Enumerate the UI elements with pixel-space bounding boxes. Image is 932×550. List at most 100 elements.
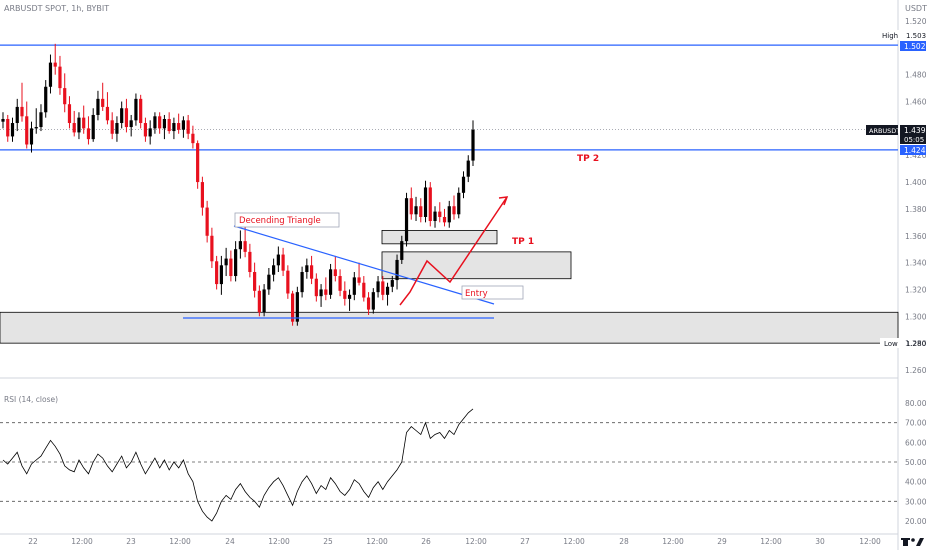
candle — [381, 276, 385, 301]
candle — [438, 202, 442, 223]
rsi-tick-label: 20.00 — [905, 517, 927, 526]
candle-body — [471, 129, 475, 161]
candle — [333, 255, 337, 282]
candle-body — [357, 277, 361, 283]
candle-body — [210, 235, 214, 262]
projection-arrowhead — [498, 196, 509, 206]
rsi-tick-label: 70.00 — [905, 419, 927, 428]
price-tick-label: 1.520 — [905, 17, 927, 26]
candle — [452, 195, 456, 220]
candle-body — [438, 211, 442, 217]
candle-body — [466, 160, 470, 177]
candle-body — [305, 265, 309, 273]
candle-body — [148, 128, 152, 137]
candle-body — [248, 251, 252, 273]
candle-body — [20, 106, 24, 117]
candle-body — [191, 133, 195, 144]
candle-body — [400, 241, 404, 260]
candle-body — [143, 123, 148, 137]
candle-body — [34, 127, 38, 129]
candle — [248, 243, 252, 278]
tp2-badge-bg — [900, 145, 926, 155]
rsi-line — [2, 408, 474, 522]
candle — [319, 284, 323, 307]
tp2-label: TP 2 — [577, 154, 599, 164]
candle-body — [253, 272, 257, 291]
candle — [262, 284, 266, 317]
rsi-tick-label: 40.00 — [905, 478, 927, 487]
candle-body — [352, 277, 356, 295]
candle — [39, 104, 43, 132]
countdown: 05:05 — [904, 136, 924, 144]
candle-body — [229, 258, 233, 277]
candle-body — [328, 269, 333, 295]
candle — [253, 262, 257, 298]
candle — [115, 116, 119, 142]
candle-body — [414, 206, 418, 215]
symbol-tag: ARBUSDT — [869, 127, 900, 135]
candle — [305, 258, 309, 279]
candle-body — [362, 282, 366, 298]
candle — [267, 267, 271, 295]
candle — [58, 55, 62, 95]
rsi-tick-label: 50.00 — [905, 458, 927, 467]
candle-body — [390, 280, 394, 287]
candle-body — [1, 118, 5, 122]
candle — [20, 82, 24, 122]
candle-body — [343, 290, 347, 299]
level-badge: 1.502 — [904, 42, 926, 51]
time-tick-label: 12:00 — [662, 537, 684, 546]
candle — [96, 90, 100, 121]
time-tick-label: 12:00 — [465, 537, 487, 546]
candle — [134, 93, 138, 126]
time-tick-label: 24 — [225, 537, 235, 546]
candle-body — [433, 211, 437, 222]
candle — [224, 247, 228, 277]
candle-body — [172, 123, 176, 132]
candle — [442, 208, 447, 227]
price-tick-label: 1.380 — [905, 205, 927, 214]
candle-body — [91, 114, 95, 140]
time-tick-label: 26 — [421, 537, 431, 546]
candle — [328, 263, 333, 299]
candle-body — [162, 118, 167, 129]
time-tick-label: 28 — [619, 537, 629, 546]
candle — [409, 187, 413, 220]
candle — [314, 273, 318, 302]
candle — [281, 247, 285, 277]
candle — [371, 288, 375, 314]
price-axis: 1.5201.5001.4801.4601.4401.4201.4001.380… — [905, 17, 927, 375]
candle — [82, 105, 86, 134]
candle — [395, 254, 399, 290]
candle — [400, 235, 404, 264]
candle — [6, 114, 10, 142]
candle-body — [219, 265, 223, 285]
candle — [205, 200, 209, 243]
last-price-badge-bg — [900, 125, 926, 144]
entry-label: Entry — [465, 289, 488, 299]
candle-body — [177, 123, 181, 130]
candle-body — [58, 66, 62, 89]
price-tick-label: 1.260 — [905, 366, 927, 375]
candle — [243, 225, 247, 258]
candle — [219, 255, 223, 295]
candle-body — [371, 292, 375, 310]
candle — [120, 101, 124, 129]
time-tick-label: 27 — [520, 537, 530, 546]
candle — [139, 94, 143, 129]
candle-body — [447, 206, 451, 223]
candle — [25, 101, 29, 149]
rsi-tick-label: 60.00 — [905, 438, 927, 447]
candle-body — [290, 293, 295, 322]
candle — [143, 117, 148, 142]
time-tick-label: 12:00 — [859, 537, 881, 546]
time-tick-label: 12:00 — [760, 537, 782, 546]
candle — [390, 276, 394, 293]
candle-body — [139, 98, 143, 124]
candle-body — [67, 104, 72, 124]
candle-body — [314, 278, 318, 297]
candle — [238, 230, 242, 259]
currency-label: USDT — [905, 4, 927, 13]
candle — [461, 171, 466, 199]
